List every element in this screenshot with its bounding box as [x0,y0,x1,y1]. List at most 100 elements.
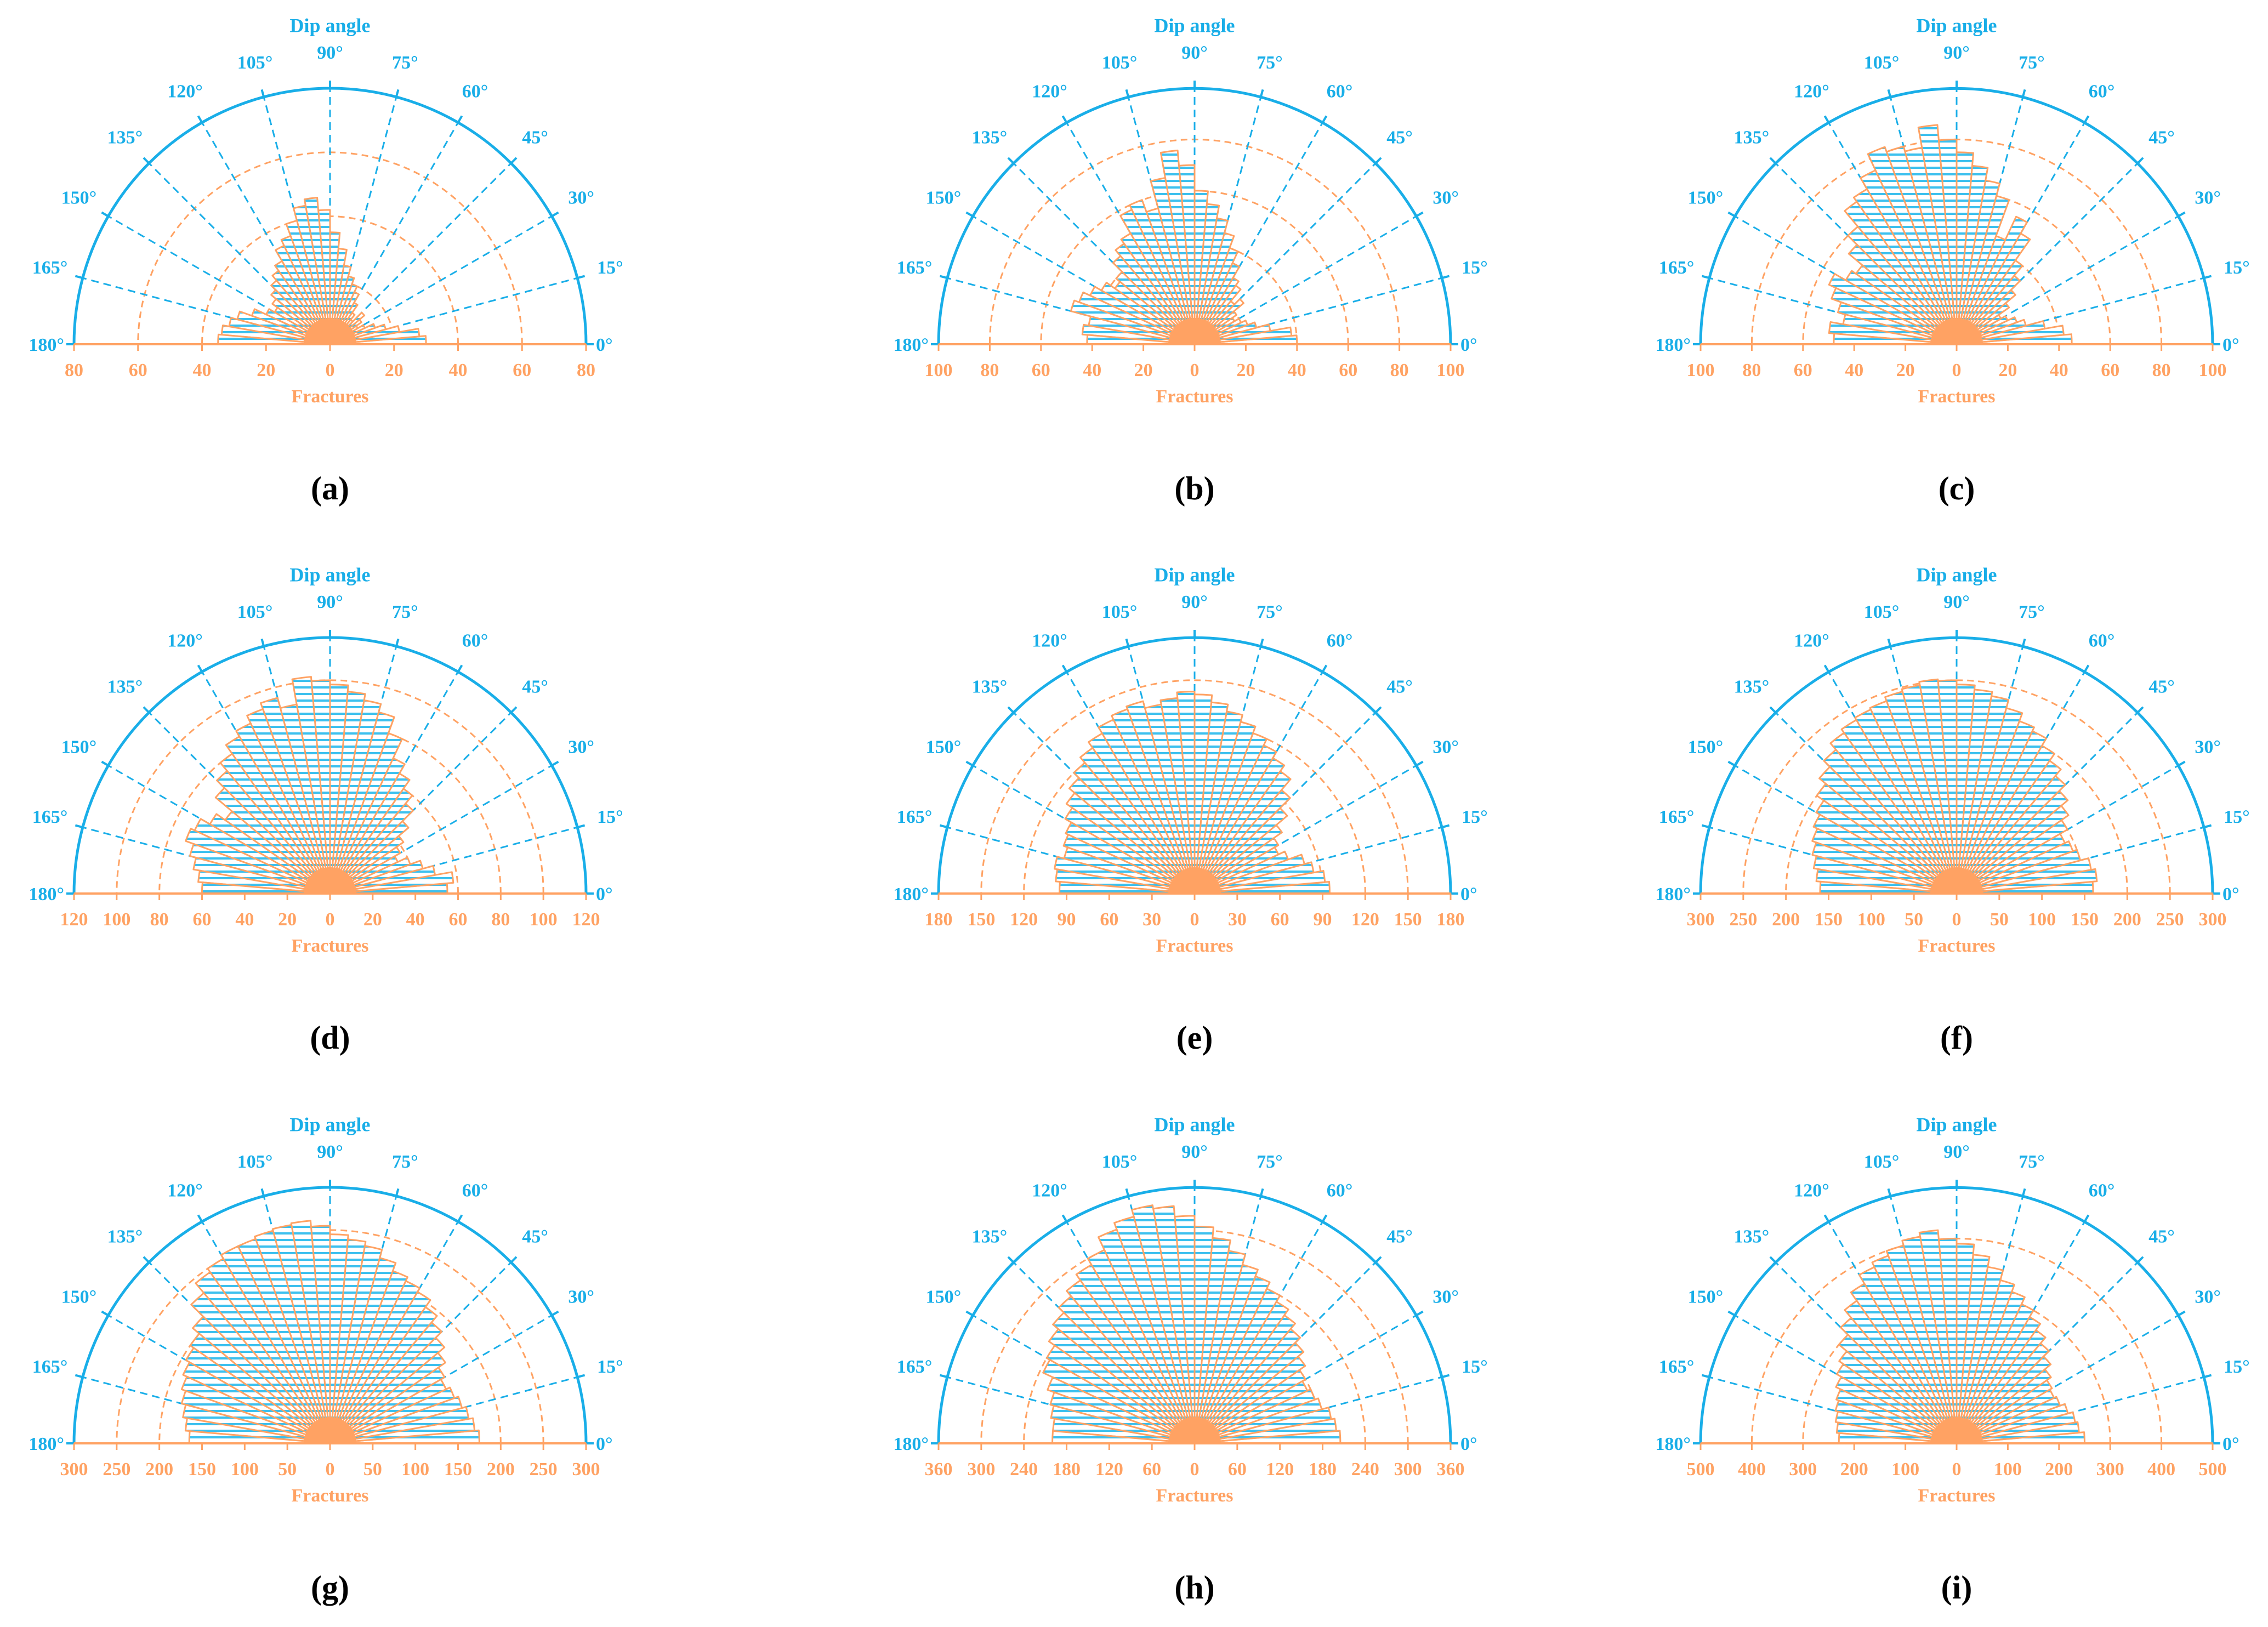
bar [1812,814,1958,895]
angle-tick-label: 0° [596,884,613,904]
radial-tick-label: 250 [1729,909,1757,930]
angle-tick-label: 150° [926,1287,962,1307]
angle-tick-label: 60° [1327,1181,1353,1201]
angle-tick [510,157,518,164]
radial-tick-label: 0 [326,1459,335,1480]
radial-tick-label: 100 [1994,1459,2022,1480]
bar [1853,188,1958,345]
angle-tick-label: 90° [1943,1142,1970,1162]
axis-label: Fractures [1156,1486,1234,1506]
angle-tick [457,664,463,673]
radial-tick-label: 150 [1815,909,1843,930]
angle-tick [2083,115,2090,123]
radial-tick-label: 240 [1010,1459,1038,1480]
bar [1850,1283,1958,1444]
angle-tick-label: 75° [1257,1152,1283,1172]
angle-tick-label: 120° [1794,1181,1829,1201]
angle-tick-label: 135° [1734,128,1770,148]
bar [192,1316,331,1444]
bar [216,770,331,895]
bar [197,869,331,895]
radial-tick-label: 120 [572,909,600,930]
radial-tick-label: 100 [401,1459,429,1480]
bar [1098,719,1196,895]
angle-tick-label: 135° [107,128,143,148]
radial-tick-label: 300 [60,1459,88,1480]
radial-tick-label: 400 [1738,1459,1766,1480]
radial-tick-label: 80 [1390,360,1409,380]
angle-tick-label: 75° [2019,53,2045,73]
angle-tick-label: 150° [926,737,962,757]
radial-tick-label: 300 [1394,1459,1422,1480]
bar [1831,287,1958,345]
radial-tick-label: 500 [2199,1459,2227,1480]
radial-tick-label: 90 [1314,909,1332,930]
angle-tick [197,115,203,123]
subfigure-label: (e) [1176,1020,1213,1056]
angle-tick [2178,1310,2186,1317]
angle-tick [2021,638,2026,647]
angle-tick-label: 75° [392,53,418,73]
bar [1065,821,1196,895]
radial-tick-label: 150 [2071,909,2099,930]
angle-tick-label: 75° [2019,602,2045,622]
angle-tick-label: 180° [893,335,929,355]
angle-tick [260,1188,265,1197]
bar [1070,299,1196,345]
bar [1042,1359,1196,1444]
angle-tick-label: 15° [597,807,623,827]
radial-tick-label: 200 [1772,909,1800,930]
bar [1828,321,1958,345]
angle-tick [1823,664,1830,673]
radial-tick-label: 400 [2147,1459,2175,1480]
angle-tick [1769,1256,1777,1264]
radial-tick-label: 250 [103,1459,130,1480]
angle-tick [2203,824,2212,829]
angle-tick-label: 90° [317,1142,343,1162]
radial-tick-label: 40 [449,360,468,380]
angle-tick-label: 120° [1032,631,1067,651]
bar [1835,1376,1958,1444]
angle-tick-label: 180° [1655,335,1691,355]
angle-tick [939,1374,948,1379]
angle-tick-label: 165° [897,807,933,827]
bar [1854,708,1958,895]
angle-tick-label: 60° [462,1181,488,1201]
angle-tick-label: 45° [522,128,548,148]
angle-tick [1321,664,1328,673]
angle-tick-label: 30° [1433,187,1459,208]
axis-label: Fractures [292,1486,369,1506]
radial-tick-label: 180 [925,909,953,930]
radial-tick-label: 40 [193,360,212,380]
angle-tick [2136,706,2144,714]
angle-tick-label: 0° [596,1434,613,1454]
angle-tick-label: 30° [2195,1287,2221,1307]
radial-tick-label: 20 [1998,360,2017,380]
angle-tick [965,760,974,767]
angle-tick [1727,1310,1736,1317]
radial-tick-label: 40 [2050,360,2068,380]
angle-tick-label: 165° [1659,258,1695,278]
angle-tick [197,1214,203,1222]
axis-label: Fractures [1918,1486,1996,1506]
angle-tick [2021,89,2026,98]
bar [1049,1391,1196,1444]
angle-tick [1007,1256,1015,1264]
angle-tick-label: 135° [107,1227,143,1247]
radial-tick-label: 20 [257,360,275,380]
angle-tick-label: 30° [568,1287,594,1307]
subfigure-label: (g) [311,1569,349,1606]
angle-tick-label: 75° [2019,1152,2045,1172]
radial-tick-label: 40 [406,909,425,930]
angle-tick-label: 0° [1460,884,1477,904]
angle-tick [1259,89,1264,98]
radial-tick-label: 300 [967,1459,995,1480]
radial-tick-label: 200 [1840,1459,1868,1480]
center-core [1930,1417,1983,1443]
chart-title: Dip angle [1916,564,1997,585]
radial-tick-label: 200 [145,1459,173,1480]
bar [1075,1264,1196,1444]
radial-tick-label: 120 [1351,909,1379,930]
center-core [1168,1417,1221,1443]
radial-tick-label: 0 [1952,909,1962,930]
